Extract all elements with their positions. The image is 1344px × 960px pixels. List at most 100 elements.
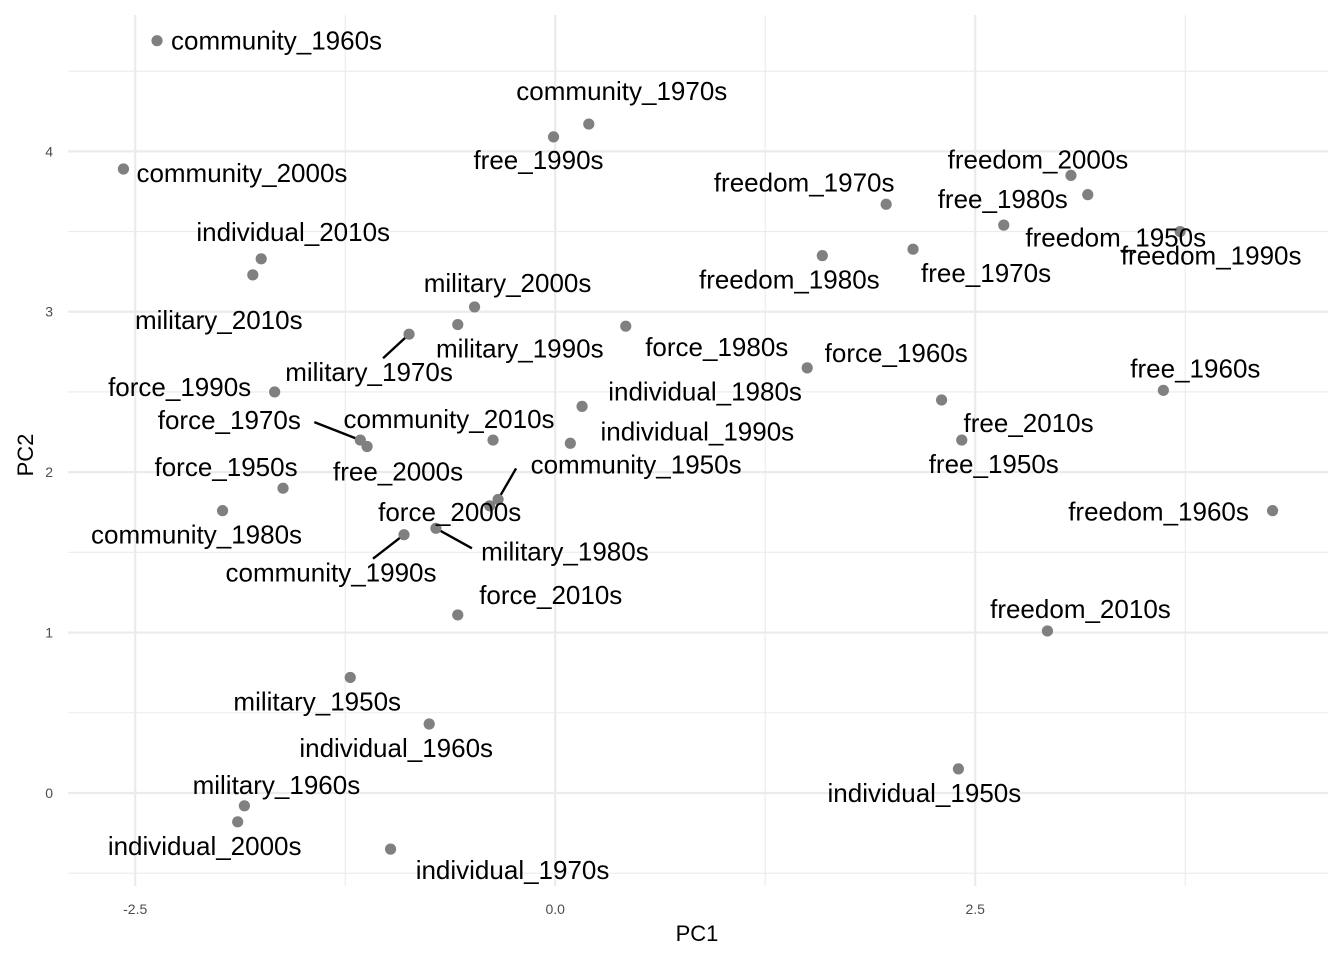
data-point bbox=[998, 219, 1010, 231]
point-label: freedom_1950s bbox=[1025, 223, 1206, 253]
point-label: community_1950s bbox=[531, 449, 742, 479]
data-point bbox=[452, 318, 464, 331]
point-label: force_1980s bbox=[645, 332, 788, 362]
data-point bbox=[583, 118, 595, 130]
data-point bbox=[576, 400, 588, 412]
leader-line bbox=[372, 533, 405, 560]
point-label: community_1960s bbox=[171, 26, 382, 56]
data-point bbox=[1041, 625, 1054, 637]
data-point bbox=[801, 362, 813, 374]
point-label: force_1990s bbox=[108, 372, 251, 402]
data-point bbox=[880, 198, 892, 210]
point-label: military_2000s bbox=[424, 268, 592, 298]
data-points bbox=[117, 35, 1279, 855]
x-axis-title: PC1 bbox=[676, 921, 719, 946]
data-point bbox=[403, 328, 415, 340]
data-point bbox=[361, 440, 373, 453]
point-label: individual_1980s bbox=[608, 376, 802, 406]
point-label: individual_2000s bbox=[108, 831, 302, 861]
y-tick-label: 1 bbox=[45, 625, 53, 641]
point-label: free_1980s bbox=[938, 184, 1068, 214]
point-label: community_1990s bbox=[226, 558, 437, 588]
data-point bbox=[487, 434, 499, 446]
point-label: military_1950s bbox=[233, 686, 401, 716]
data-point bbox=[430, 522, 442, 534]
data-point bbox=[936, 394, 948, 406]
point-label: freedom_1980s bbox=[699, 265, 880, 295]
leader-line bbox=[382, 333, 410, 360]
data-point bbox=[484, 500, 496, 512]
point-label: freedom_1960s bbox=[1068, 497, 1249, 527]
data-point bbox=[423, 718, 435, 730]
leader-line bbox=[497, 467, 518, 501]
axis-ticks: -2.5 0.0 2.5 0 1 2 3 4 bbox=[45, 143, 985, 917]
point-label: free_1950s bbox=[929, 449, 1059, 479]
point-label: freedom_2010s bbox=[990, 594, 1171, 624]
point-label: individual_1970s bbox=[416, 855, 610, 885]
point-label: free_1990s bbox=[473, 145, 603, 175]
grid bbox=[68, 15, 1328, 886]
data-point bbox=[255, 253, 267, 265]
point-label: freedom_1990s bbox=[1121, 241, 1302, 271]
point-label: individual_1960s bbox=[299, 733, 493, 763]
y-tick-label: 4 bbox=[45, 143, 53, 159]
point-label: community_1970s bbox=[516, 76, 727, 106]
point-label: force_1950s bbox=[154, 452, 297, 482]
data-point bbox=[907, 243, 919, 255]
data-point bbox=[398, 529, 410, 541]
point-label: force_2010s bbox=[479, 580, 622, 610]
point-label: free_2010s bbox=[964, 408, 1094, 438]
data-point bbox=[468, 301, 481, 313]
leader-line bbox=[313, 420, 361, 442]
point-label: freedom_1970s bbox=[714, 167, 895, 197]
point-label: military_1990s bbox=[436, 334, 604, 364]
data-point bbox=[1157, 384, 1169, 396]
data-point bbox=[344, 671, 356, 684]
leader-line bbox=[435, 527, 473, 550]
data-point bbox=[956, 434, 968, 446]
point-label: individual_2010s bbox=[196, 217, 390, 247]
data-point bbox=[816, 250, 828, 262]
data-point bbox=[1266, 505, 1279, 517]
point-label: military_2010s bbox=[135, 305, 303, 335]
x-tick-label: -2.5 bbox=[123, 901, 147, 917]
point-label: free_1970s bbox=[921, 258, 1051, 288]
point-label: force_1960s bbox=[825, 338, 968, 368]
y-tick-label: 2 bbox=[45, 464, 53, 480]
data-point bbox=[384, 843, 397, 855]
point-label: force_1970s bbox=[158, 405, 301, 435]
point-label: individual_1990s bbox=[600, 416, 794, 446]
point-label: community_2000s bbox=[136, 158, 347, 188]
point-labels: community_1960s community_1970s free_1990s… bbox=[91, 26, 1301, 885]
x-tick-label: 2.5 bbox=[965, 901, 985, 917]
point-label: freedom_2000s bbox=[948, 144, 1129, 174]
y-tick-label: 3 bbox=[45, 304, 53, 320]
data-point bbox=[151, 35, 163, 47]
data-point bbox=[492, 493, 504, 506]
point-label: free_1960s bbox=[1130, 353, 1260, 383]
point-label: military_1980s bbox=[481, 536, 649, 566]
data-point bbox=[547, 131, 560, 143]
y-axis-title: PC2 bbox=[13, 434, 38, 477]
point-label: military_1970s bbox=[285, 357, 453, 387]
point-label: community_1980s bbox=[91, 520, 302, 550]
data-point bbox=[238, 800, 250, 812]
point-label: community_2010s bbox=[344, 404, 555, 434]
data-point bbox=[277, 482, 289, 494]
data-point bbox=[269, 386, 281, 398]
data-point bbox=[1174, 225, 1186, 238]
data-point bbox=[952, 763, 965, 775]
point-label: military_1960s bbox=[193, 770, 361, 800]
data-point bbox=[216, 505, 229, 517]
point-label: individual_1950s bbox=[828, 778, 1022, 808]
x-tick-label: 0.0 bbox=[545, 901, 565, 917]
y-tick-label: 0 bbox=[45, 785, 53, 801]
data-point bbox=[620, 320, 632, 332]
data-point bbox=[452, 609, 464, 621]
data-point bbox=[117, 163, 130, 175]
data-point bbox=[564, 437, 576, 449]
data-point bbox=[247, 269, 259, 281]
data-point bbox=[1082, 189, 1094, 201]
data-point bbox=[1065, 169, 1077, 182]
